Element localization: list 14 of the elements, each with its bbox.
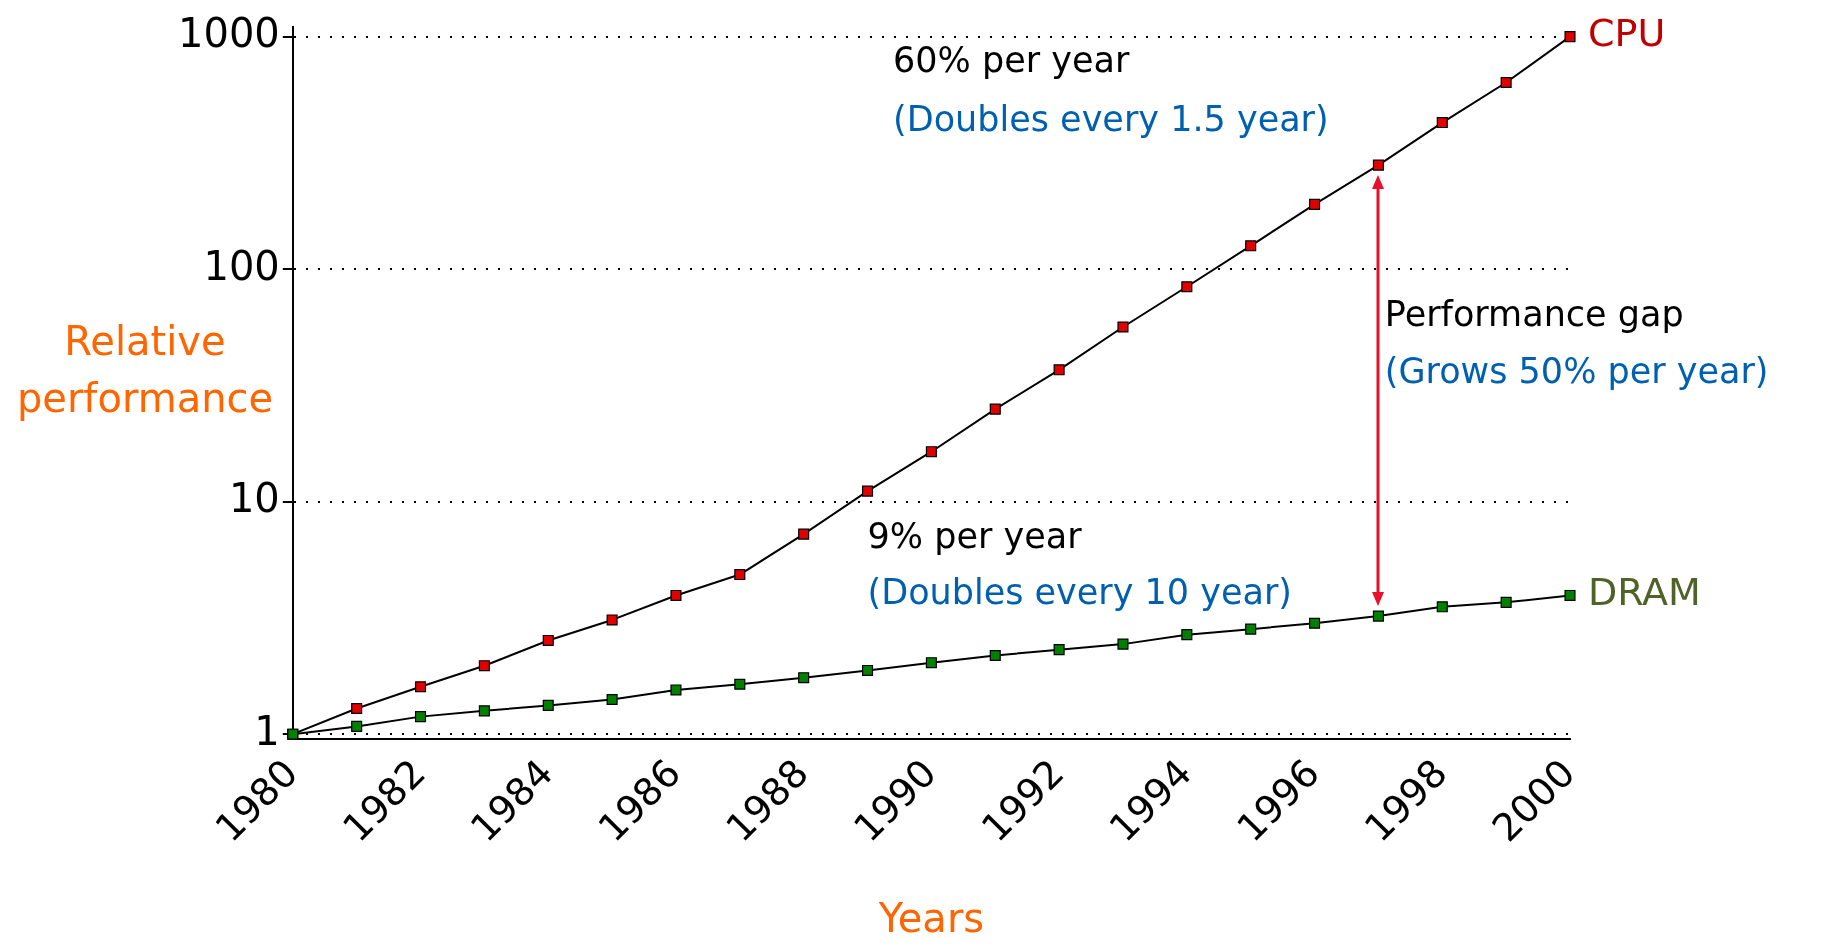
- annotation: 9% per year: [867, 515, 1083, 556]
- y-tick-label: 1000: [178, 10, 280, 57]
- series-label: DRAM: [1588, 570, 1701, 615]
- annotation: Performance gap: [1384, 294, 1684, 335]
- annotation: (Grows 50% per year): [1384, 351, 1769, 392]
- y-axis-title: Relative performance: [16, 318, 274, 422]
- annotation: (Doubles every 10 year): [867, 571, 1292, 612]
- y-tick-label: 1: [254, 707, 280, 754]
- y-tick-label: 100: [203, 242, 280, 289]
- y-tick-label: 10: [228, 475, 280, 522]
- annotation: 60% per year: [893, 39, 1130, 80]
- series-label: CPU: [1588, 11, 1666, 56]
- annotation: (Doubles every 1.5 year): [893, 98, 1329, 139]
- x-axis-title: Years: [877, 895, 985, 942]
